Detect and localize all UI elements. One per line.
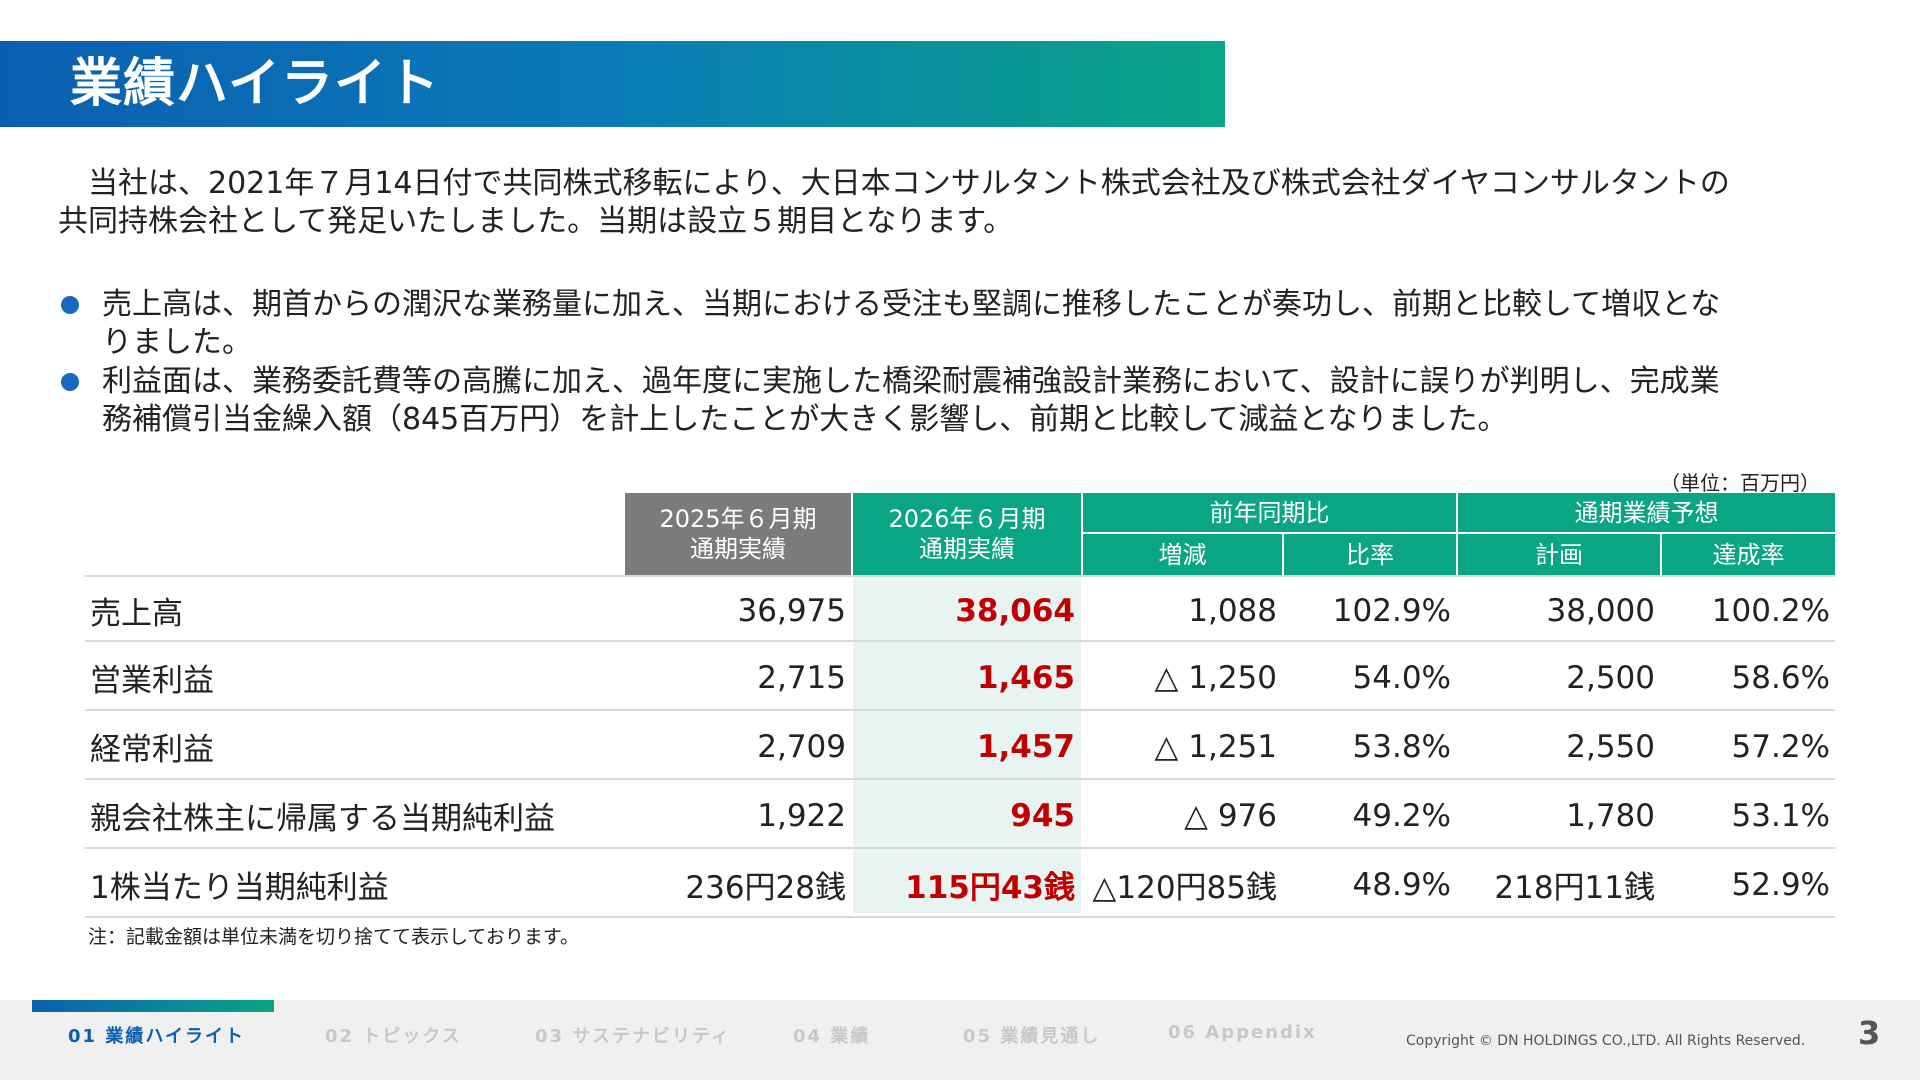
header-achievement: 達成率 — [1662, 534, 1835, 575]
intro-line-1: 当社は、2021年７月14日付で共同株式移転により、大日本コンサルタント株式会社… — [88, 166, 1730, 201]
nav-item-results[interactable]: 04 業績 — [793, 1026, 871, 1047]
footer: 01 業績ハイライト 02 トピックス 03 サステナビリティ 04 業績 05… — [0, 1000, 1920, 1080]
bullet-item: 利益面は、業務委託費等の高騰に加え、過年度に実施した橋梁耐震補強設計業務において… — [58, 363, 1838, 439]
current-year-highlight — [853, 577, 1081, 913]
header-prev-year: 2025年６月期 通期実績 — [625, 493, 851, 575]
copyright: Copyright © DN HOLDINGS CO.,LTD. All Rig… — [1406, 1033, 1806, 1049]
table-row: 営業利益 2,715 1,465 △ 1,250 54.0% 2,500 58.… — [85, 644, 1835, 711]
header-plan: 計画 — [1458, 534, 1660, 575]
nav-item-sustainability[interactable]: 03 サステナビリティ — [535, 1026, 731, 1047]
intro-paragraph: 当社は、2021年７月14日付で共同株式移転により、大日本コンサルタント株式会社… — [58, 165, 1838, 241]
header-forecast: 通期業績予想 — [1458, 493, 1835, 532]
header-change: 増減 — [1083, 534, 1282, 575]
header-current-year: 2026年６月期 通期実績 — [853, 493, 1081, 575]
nav-item-outlook[interactable]: 05 業績見通し — [963, 1026, 1101, 1047]
bullet-dot-icon — [61, 296, 79, 314]
active-section-indicator — [32, 1000, 274, 1012]
nav-item-appendix[interactable]: 06 Appendix — [1168, 1022, 1317, 1043]
bullet-item: 売上高は、期首からの潤沢な業務量に加え、当期における受注も堅調に推移したことが奏… — [58, 286, 1838, 362]
intro-line-2: 共同持株会社として発足いたしました。当期は設立５期目となります。 — [58, 204, 1014, 239]
table-row: 1株当たり当期純利益 236円28銭 115円43銭 △120円85銭 48.9… — [85, 851, 1835, 918]
page-number: 3 — [1858, 1014, 1881, 1052]
bullet-dot-icon — [61, 373, 79, 391]
results-table: 2025年６月期 通期実績 2026年６月期 通期実績 前年同期比 通期業績予想… — [85, 493, 1835, 918]
table-row: 経常利益 2,709 1,457 △ 1,251 53.8% 2,550 57.… — [85, 713, 1835, 780]
nav-item-topics[interactable]: 02 トピックス — [325, 1026, 462, 1047]
table-row: 親会社株主に帰属する当期純利益 1,922 945 △ 976 49.2% 1,… — [85, 782, 1835, 849]
table-row: 売上高 36,975 38,064 1,088 102.9% 38,000 10… — [85, 575, 1835, 642]
bullet-list: 売上高は、期首からの潤沢な業務量に加え、当期における受注も堅調に推移したことが奏… — [58, 286, 1838, 440]
page-title: 業績ハイライト — [70, 54, 440, 114]
header-yoy: 前年同期比 — [1083, 493, 1456, 532]
title-banner: 業績ハイライト — [0, 41, 1225, 127]
nav-item-highlights[interactable]: 01 業績ハイライト — [68, 1026, 245, 1047]
table-note: 注：記載金額は単位未満を切り捨てて表示しております。 — [88, 926, 579, 948]
unit-label: （単位：百万円） — [1660, 471, 1820, 495]
header-ratio: 比率 — [1284, 534, 1456, 575]
